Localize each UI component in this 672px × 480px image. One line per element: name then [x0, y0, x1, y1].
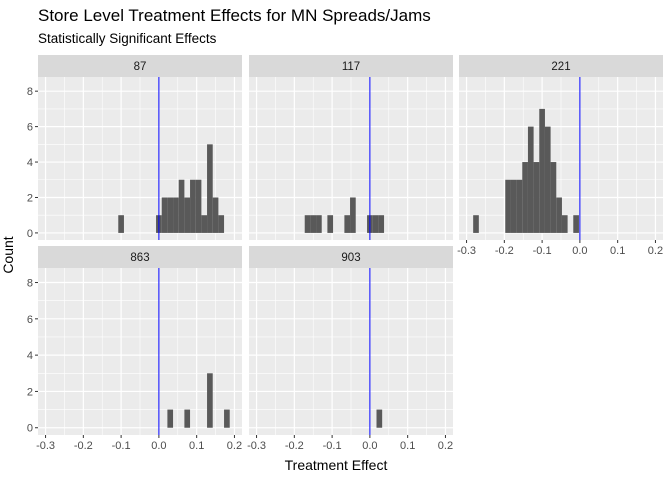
panel-221-histogram-bar: [550, 162, 557, 233]
panel-221-histogram-bar: [556, 197, 562, 233]
panel-117-histogram-bar: [304, 215, 311, 233]
panel-117-histogram-bar: [344, 215, 351, 233]
x-tick-label: -0.1: [112, 440, 131, 452]
y-tick-label: 6: [27, 314, 33, 326]
x-tick-label: -0.1: [533, 245, 552, 257]
panel-221-histogram-bar: [505, 179, 511, 233]
y-tick-label: 2: [27, 386, 33, 398]
x-tick-label: 0.2: [227, 440, 242, 452]
panel-87-histogram-bar: [190, 179, 196, 233]
panel-863-histogram-bar: [167, 409, 174, 428]
panel-87-histogram-bar: [201, 215, 208, 233]
panel-87-histogram-bar: [161, 197, 168, 233]
x-tick-label: 0.1: [610, 245, 625, 257]
y-tick-label: 4: [27, 157, 33, 169]
panel-863-histogram-bar: [207, 373, 213, 428]
panel-87-histogram-bar: [207, 144, 213, 233]
panel-87-histogram-bar: [195, 179, 202, 233]
y-tick-label: 6: [27, 122, 33, 134]
y-axis-label: Count: [0, 236, 16, 274]
panel-863-strip-label: 863: [130, 252, 149, 264]
panel-221-strip: [459, 55, 663, 77]
panel-87-histogram-bar: [178, 179, 185, 233]
panel-117-strip-label: 117: [342, 61, 360, 73]
x-tick-label: 0.0: [362, 440, 377, 452]
panel-87-histogram-bar: [218, 215, 225, 233]
panel-221-strip-label: 221: [551, 61, 570, 73]
panel-903-strip: [249, 246, 453, 268]
panel-117-histogram-bar: [316, 215, 322, 233]
panel-221-histogram-bar: [522, 162, 528, 233]
x-tick-label: -0.2: [74, 440, 93, 452]
panel-863-histogram-bar: [184, 409, 191, 428]
panel-87-histogram-bar: [118, 215, 124, 233]
panel-221-histogram-bar: [573, 215, 579, 233]
panel-903-histogram-bar: [376, 409, 383, 428]
y-tick-label: 2: [27, 192, 33, 204]
panel-221-histogram-bar: [510, 179, 517, 233]
x-tick-label: -0.1: [323, 440, 342, 452]
x-axis-label: Treatment Effect: [284, 457, 388, 473]
panel-117-histogram-bar: [372, 215, 379, 233]
panel-221-histogram-bar: [561, 215, 568, 233]
panel-221-histogram-bar: [516, 179, 523, 233]
panel-221-histogram-bar: [527, 126, 534, 233]
panel-221-histogram-bar: [539, 108, 545, 233]
x-tick-label: 0.0: [572, 245, 587, 257]
panel-221-histogram-bar: [473, 215, 479, 233]
x-tick-label: 0.0: [151, 440, 166, 452]
y-tick-label: 8: [27, 86, 33, 98]
panel-863-strip: [38, 246, 242, 268]
x-tick-label: -0.3: [247, 440, 266, 452]
panel-87-strip: [38, 55, 242, 77]
x-tick-label: -0.2: [495, 245, 514, 257]
x-tick-label: -0.3: [36, 440, 55, 452]
panel-221-histogram-bar: [533, 162, 540, 233]
panel-117-histogram-bar: [350, 197, 356, 233]
panel-117-histogram-bar: [378, 215, 385, 233]
chart-title: Store Level Treatment Effects for MN Spr…: [38, 6, 431, 25]
panel-863-histogram-bar: [224, 409, 230, 428]
panel-903-strip-label: 903: [341, 252, 360, 264]
x-tick-label: -0.3: [457, 245, 476, 257]
y-tick-label: 4: [27, 350, 33, 362]
panel-87-strip-label: 87: [134, 61, 147, 73]
y-tick-label: 0: [27, 423, 33, 435]
chart-subtitle: Statistically Significant Effects: [38, 31, 217, 46]
x-tick-label: 0.1: [400, 440, 415, 452]
panel-87-histogram-bar: [184, 197, 191, 233]
y-tick-label: 8: [27, 278, 33, 290]
x-tick-label: 0.2: [438, 440, 453, 452]
panel-117-histogram-bar: [310, 215, 317, 233]
panel-87-histogram-bar: [212, 197, 219, 233]
x-tick-label: 0.1: [189, 440, 204, 452]
panel-221-histogram-bar: [544, 126, 551, 233]
panel-87-histogram-bar: [167, 197, 174, 233]
panel-87-histogram-bar: [173, 197, 179, 233]
x-tick-label: 0.2: [648, 245, 663, 257]
y-tick-label: 0: [27, 228, 33, 240]
panel-117-strip: [249, 55, 453, 77]
x-tick-label: -0.2: [285, 440, 304, 452]
panel-117-histogram-bar: [327, 215, 334, 233]
